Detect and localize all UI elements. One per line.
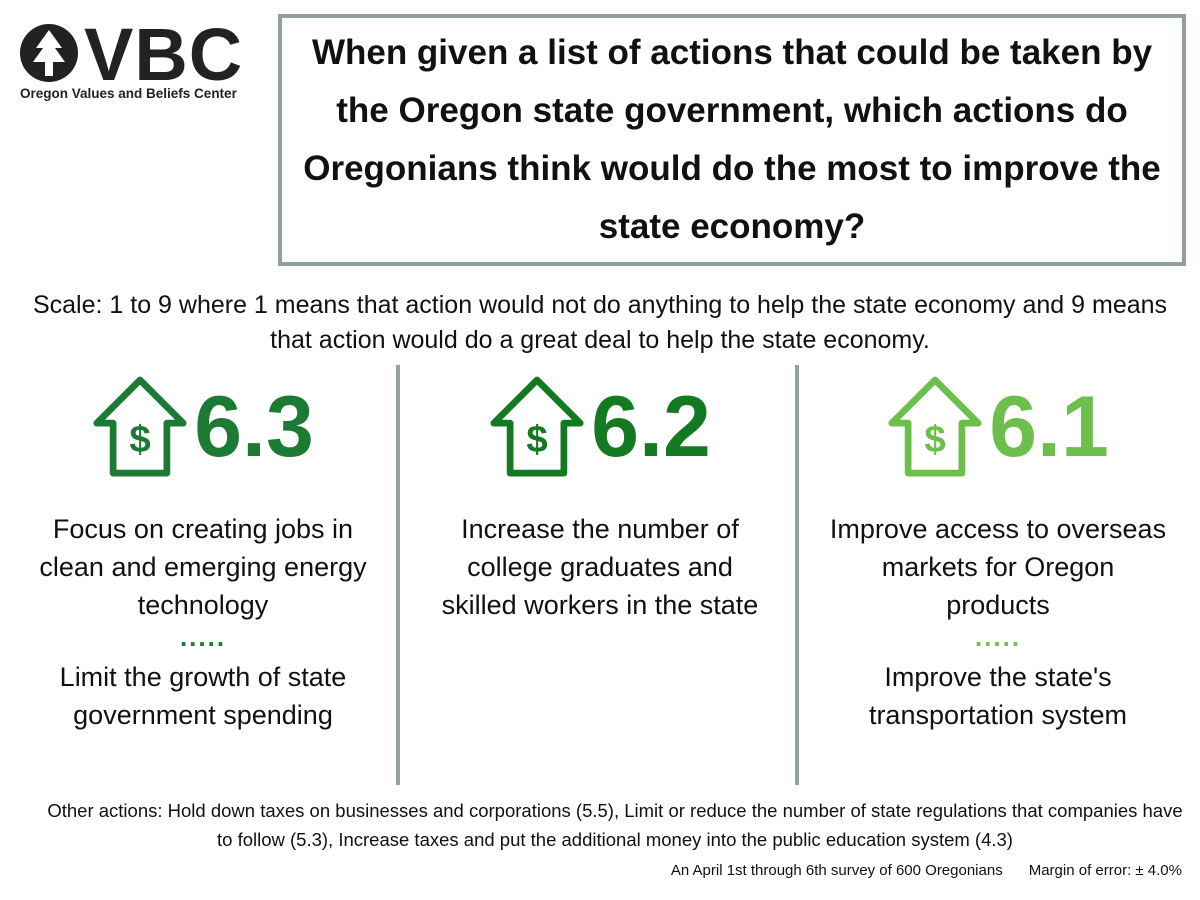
action-separator: ..... xyxy=(974,622,1022,652)
icon-symbol: $ xyxy=(130,418,151,461)
actions: Improve access to overseas markets for O… xyxy=(803,510,1193,734)
column-head: $6.1 xyxy=(803,372,1193,482)
scale-note: Scale: 1 to 9 where 1 means that action … xyxy=(32,291,1168,354)
footer: An April 1st through 6th survey of 600 O… xyxy=(671,862,1182,879)
action: Increase the number of college graduates… xyxy=(441,514,759,620)
logo-letters: VBC xyxy=(84,13,244,96)
house-icon: $ xyxy=(93,376,187,477)
separator xyxy=(396,365,400,785)
actions: Focus on creating jobs in clean and emer… xyxy=(8,510,398,734)
icon-symbol: $ xyxy=(925,418,946,461)
house-icon: $ xyxy=(490,376,584,477)
column-head: $6.3 xyxy=(8,372,398,482)
title-box: When given a list of actions that could … xyxy=(278,14,1186,266)
logo-emblem xyxy=(20,24,78,82)
column: $6.1 Improve access to overseas markets f… xyxy=(803,372,1193,734)
logo: VBC Oregon Values and Beliefs Center xyxy=(18,13,258,108)
action-separator: ..... xyxy=(179,622,227,652)
column: $6.3 Focus on creating jobs in clean and … xyxy=(8,372,398,734)
icon-symbol: $ xyxy=(527,418,548,461)
logo-name: Oregon Values and Beliefs Center xyxy=(20,86,237,101)
separator xyxy=(795,365,799,785)
score: 6.3 xyxy=(194,378,314,475)
action: Focus on creating jobs in clean and emer… xyxy=(39,514,367,620)
survey-note: An April 1st through 6th survey of 600 O… xyxy=(670,862,1003,879)
score: 6.1 xyxy=(989,378,1109,475)
action: Limit the growth of state government spe… xyxy=(59,662,347,730)
house-outline xyxy=(490,376,584,477)
house-outline xyxy=(888,376,982,477)
action: Improve access to overseas markets for O… xyxy=(829,514,1167,620)
title: When given a list of actions that could … xyxy=(303,33,1161,246)
margin-note: Margin of error: ± 4.0% xyxy=(1028,862,1182,879)
score: 6.2 xyxy=(591,378,711,475)
action: Improve the state's transportation syste… xyxy=(868,662,1128,730)
other-actions: Other actions: Hold down taxes on busine… xyxy=(47,800,1183,850)
column-head: $6.2 xyxy=(405,372,795,482)
actions: Increase the number of college graduates… xyxy=(405,510,795,624)
house-outline xyxy=(93,376,187,477)
house-icon: $ xyxy=(888,376,982,477)
column: $6.2 Increase the number of college gradu… xyxy=(405,372,795,624)
